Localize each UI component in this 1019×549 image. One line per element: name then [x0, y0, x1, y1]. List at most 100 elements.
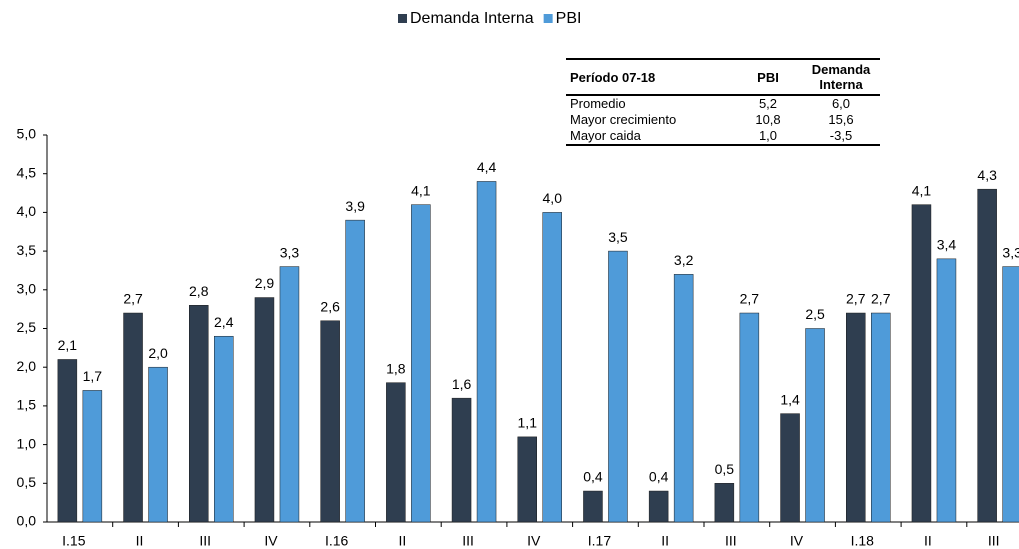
- y-tick-label: 3,0: [17, 281, 37, 297]
- bar: [386, 382, 406, 523]
- data-label: 0,4: [649, 469, 669, 485]
- bar: [583, 490, 603, 523]
- x-tick-label: IV: [527, 533, 541, 549]
- table-cell: 6,0: [831, 96, 851, 111]
- bar: [320, 320, 340, 523]
- data-label: 3,3: [280, 244, 300, 260]
- y-tick-label: 2,0: [17, 358, 37, 374]
- data-label: 4,1: [411, 182, 431, 198]
- data-label: 3,5: [608, 229, 628, 245]
- data-label: 4,4: [477, 159, 497, 175]
- bar: [739, 312, 760, 523]
- bar: [1002, 266, 1019, 523]
- data-label: 1,4: [780, 391, 800, 407]
- data-label: 2,7: [123, 291, 143, 307]
- data-label: 2,9: [255, 275, 275, 291]
- x-tick-label: III: [725, 533, 737, 549]
- bar: [805, 328, 825, 523]
- data-label: 1,1: [518, 415, 538, 431]
- x-tick-label: II: [661, 533, 669, 549]
- data-label: 1,6: [452, 376, 472, 392]
- bar: [148, 366, 168, 523]
- table-cell: Mayor caida: [566, 128, 734, 146]
- legend-swatch: [398, 14, 407, 23]
- bar: [714, 483, 735, 523]
- data-label: 4,3: [977, 167, 997, 183]
- data-label: 3,3: [1002, 244, 1019, 260]
- data-label: 0,4: [583, 469, 603, 485]
- y-tick-label: 0,5: [17, 474, 37, 490]
- data-label: 2,7: [740, 291, 760, 307]
- x-tick-label: II: [924, 533, 932, 549]
- data-label: 3,9: [345, 198, 365, 214]
- y-tick-label: 5,0: [17, 126, 37, 142]
- legend-label: PBI: [556, 10, 582, 27]
- data-label: 2,1: [58, 337, 78, 353]
- data-label: 0,5: [715, 461, 735, 477]
- table-cell: 10,8: [755, 112, 781, 127]
- table-header: PBI: [734, 58, 802, 96]
- data-label: 2,0: [148, 345, 168, 361]
- x-tick-label: I.15: [62, 533, 86, 549]
- table-cell: Mayor crecimiento: [570, 112, 677, 127]
- data-label: 1,8: [386, 360, 406, 376]
- bar: [846, 312, 866, 523]
- x-tick-label: I.18: [851, 533, 875, 549]
- x-tick-label: II: [136, 533, 144, 549]
- data-label: 2,7: [846, 291, 866, 307]
- data-label: 2,4: [214, 314, 234, 330]
- x-tick-label: III: [462, 533, 474, 549]
- bar: [608, 250, 628, 523]
- table-cell: 1,0: [734, 128, 802, 146]
- y-tick-label: 4,5: [17, 164, 37, 180]
- table-cell: 5,2: [758, 96, 778, 111]
- data-label: 3,2: [674, 252, 694, 268]
- table-header: Demanda Interna: [802, 58, 880, 96]
- y-tick-label: 2,5: [17, 319, 37, 335]
- x-tick-label: I.17: [588, 533, 612, 549]
- table-cell: -3,5: [802, 128, 880, 146]
- bar: [189, 305, 209, 523]
- data-label: 1,7: [83, 368, 103, 384]
- data-label: 4,0: [543, 190, 563, 206]
- data-label: 2,7: [871, 291, 891, 307]
- y-tick-label: 3,5: [17, 242, 37, 258]
- y-tick-label: 4,0: [17, 203, 37, 219]
- bar: [411, 204, 431, 523]
- bar: [57, 359, 78, 523]
- bar: [780, 413, 800, 523]
- bar: [871, 312, 891, 523]
- summary-table: Período 07-18 PBI Demanda Interna Promed…: [566, 58, 880, 146]
- legend-swatch: [543, 14, 553, 23]
- x-tick-label: IV: [264, 533, 278, 549]
- bar: [123, 312, 143, 523]
- x-tick-label: IV: [790, 533, 804, 549]
- bar: [936, 258, 957, 523]
- bar: [214, 335, 234, 523]
- legend-label: Demanda Interna: [410, 10, 534, 27]
- data-label: 2,8: [189, 283, 209, 299]
- bar: [517, 436, 537, 523]
- table-cell: Promedio: [570, 96, 626, 111]
- bar: [476, 181, 497, 523]
- x-tick-label: I.16: [325, 533, 349, 549]
- x-tick-label: III: [199, 533, 211, 549]
- x-tick-label: III: [988, 533, 1000, 549]
- table-header: Período 07-18: [566, 58, 734, 96]
- data-label: 4,1: [912, 182, 932, 198]
- bar: [345, 219, 365, 523]
- bar: [673, 274, 694, 523]
- bar: [82, 390, 103, 523]
- table-cell: 15,6: [828, 112, 854, 127]
- bar: [451, 397, 472, 523]
- bar: [911, 204, 932, 523]
- bar: [542, 212, 562, 523]
- y-tick-label: 1,5: [17, 397, 37, 413]
- data-label: 2,5: [805, 306, 825, 322]
- bar: [977, 188, 997, 523]
- bar: [648, 490, 669, 523]
- x-tick-label: II: [398, 533, 406, 549]
- data-label: 3,4: [937, 237, 957, 253]
- bar: [279, 266, 300, 523]
